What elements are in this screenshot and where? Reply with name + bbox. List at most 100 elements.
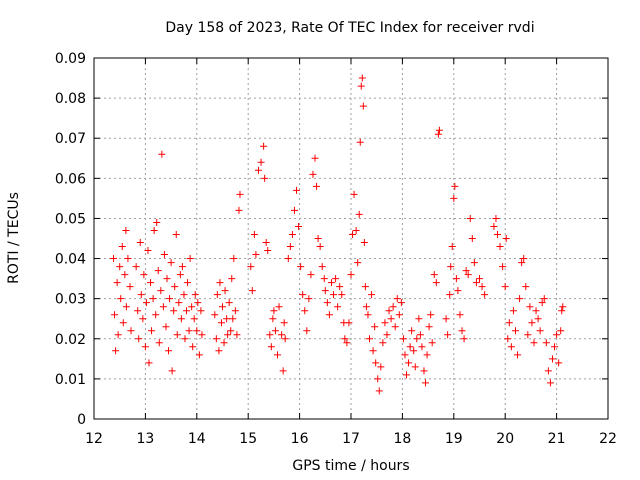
data-point [247,263,255,271]
data-point [377,363,385,371]
x-tick-label: 18 [393,431,411,447]
data-point [499,263,507,271]
data-point [124,255,132,263]
data-point [408,327,416,335]
data-point [132,263,140,271]
data-point [362,303,370,311]
data-point [284,255,292,263]
data-point [137,291,145,299]
data-point [347,271,355,279]
data-point [528,319,536,327]
data-point [122,303,130,311]
x-tick-label: 22 [599,431,617,447]
data-point [160,251,168,259]
data-point [225,299,233,307]
data-point [418,343,426,351]
data-point [184,279,192,287]
data-point [235,206,243,214]
data-point [159,303,167,311]
data-points [110,74,567,395]
data-point [267,343,275,351]
y-tick-label: 0.03 [55,292,86,308]
x-tick-label: 15 [239,431,257,447]
data-point [221,287,229,295]
data-point [177,315,185,323]
data-point [152,311,160,319]
data-point [434,130,442,138]
data-point [270,307,278,315]
data-point [212,335,220,343]
data-point [466,214,474,222]
data-point [165,347,173,355]
data-point [325,311,333,319]
data-point [220,339,228,347]
data-point [341,335,349,343]
x-axis-label: GPS time / hours [292,458,409,474]
data-point [410,347,418,355]
data-point [175,299,183,307]
x-tick-label: 20 [496,431,514,447]
data-point [416,331,424,339]
data-point [257,158,265,166]
data-point [507,343,515,351]
data-point [171,283,179,291]
data-point [273,351,281,359]
data-point [320,275,328,283]
data-point [145,359,153,367]
data-point [450,194,458,202]
data-point [323,299,331,307]
data-point [442,315,450,323]
data-point [189,343,197,351]
data-point [318,263,326,271]
data-point [546,379,554,387]
data-point [191,291,199,299]
y-tick-label: 0.04 [55,252,86,268]
data-point [338,291,346,299]
data-point [422,379,430,387]
data-point [522,283,530,291]
data-point [113,279,121,287]
data-point [462,267,470,275]
data-point [228,275,236,283]
data-point [254,166,262,174]
data-point [358,74,366,82]
data-point [334,303,342,311]
data-point [142,299,150,307]
data-point [401,351,409,359]
data-point [134,307,142,315]
data-point [223,315,231,323]
data-point [430,271,438,279]
data-point [250,230,258,238]
data-point [127,327,135,335]
data-point [530,339,538,347]
data-point [148,327,156,335]
data-point [233,331,241,339]
data-point [215,347,223,355]
data-point [345,319,353,327]
data-point [190,315,198,323]
data-point [427,311,435,319]
data-point [349,230,357,238]
data-point [293,186,301,194]
data-point [435,126,443,134]
data-point [155,339,163,347]
data-point [423,351,431,359]
y-tick-label: 0.01 [55,372,86,388]
x-axis: 12 13 14 15 16 17 18 19 20 21 22 [85,58,617,447]
data-point [415,315,423,323]
x-tick-label: 13 [136,431,154,447]
data-point [538,299,546,307]
x-tick-label: 21 [548,431,566,447]
data-point [117,295,125,303]
data-point [405,359,413,367]
data-point [198,331,206,339]
data-point [428,339,436,347]
data-point [387,315,395,323]
data-point [309,170,317,178]
data-point [252,251,260,259]
data-point [126,283,134,291]
data-point [166,295,174,303]
data-point [150,226,158,234]
data-point [393,295,401,303]
data-point [542,339,550,347]
